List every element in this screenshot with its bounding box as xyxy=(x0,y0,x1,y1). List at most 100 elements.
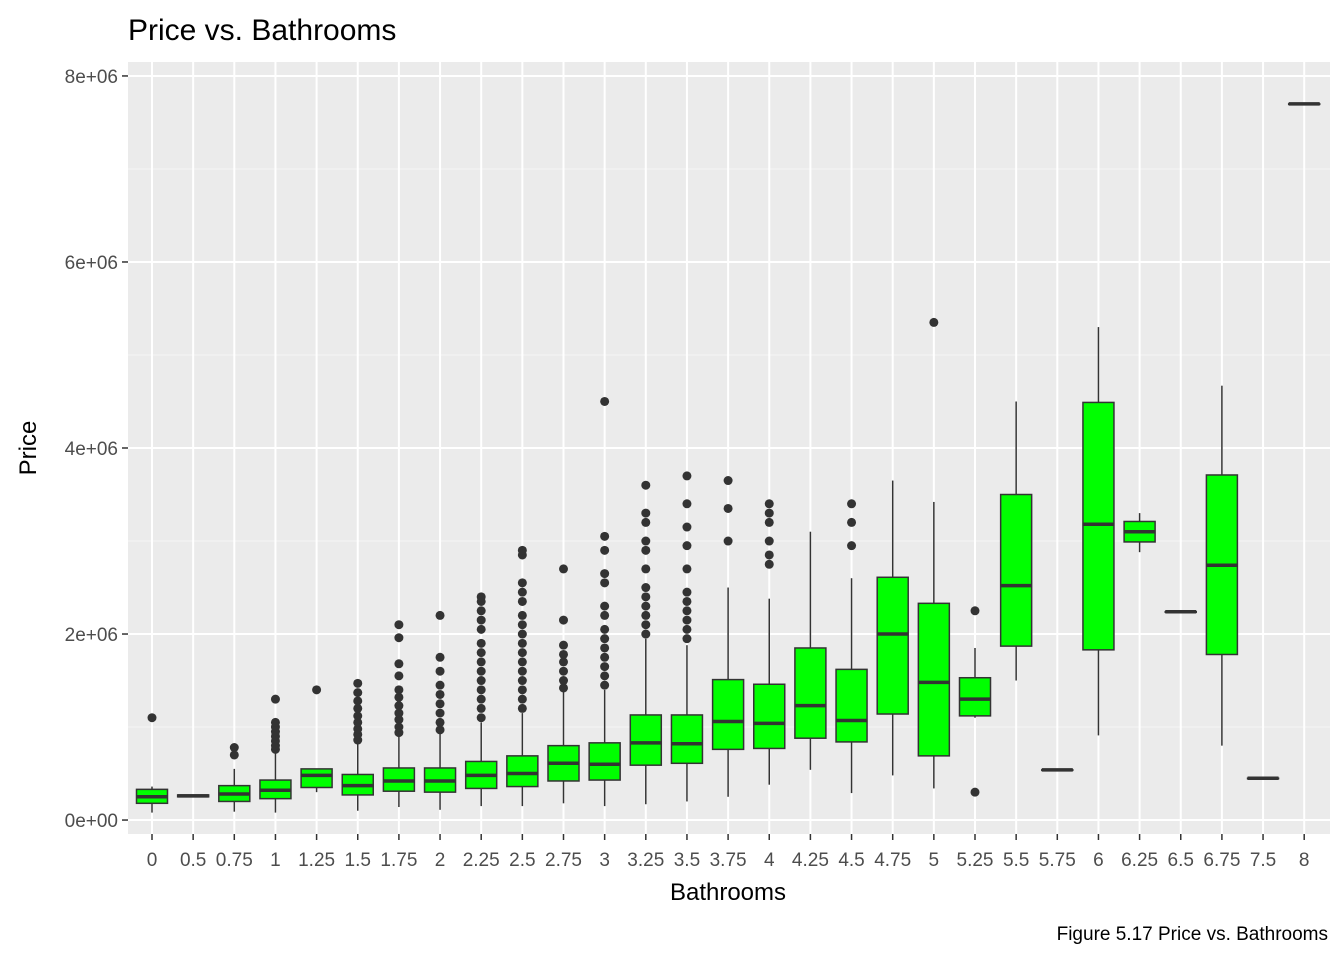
outlier-point xyxy=(641,545,651,555)
outlier-point xyxy=(682,541,692,551)
box-group xyxy=(588,396,621,807)
box-group xyxy=(629,480,663,805)
outlier-point xyxy=(394,692,404,702)
outlier-point xyxy=(517,703,527,713)
outlier-point xyxy=(270,717,280,727)
box-group xyxy=(1287,102,1321,106)
outlier-point xyxy=(970,606,980,616)
outlier-point xyxy=(517,657,527,667)
box-group xyxy=(835,499,868,794)
outlier-point xyxy=(517,620,527,630)
x-tick-label: 2.5 xyxy=(509,850,535,871)
outlier-point xyxy=(847,499,857,509)
x-tick-label: 4.5 xyxy=(838,850,864,871)
outlier-point xyxy=(600,671,610,681)
x-tick-label: 8 xyxy=(1299,850,1310,871)
outlier-point xyxy=(723,503,733,513)
outlier-point xyxy=(641,610,651,620)
box-series xyxy=(135,102,1321,813)
box-iqr xyxy=(670,714,704,765)
box-group xyxy=(464,592,498,807)
outlier-point xyxy=(641,629,651,639)
outlier-point xyxy=(559,640,568,650)
box-group xyxy=(753,499,786,785)
outlier-point xyxy=(353,711,363,721)
x-tick-label: 0 xyxy=(147,850,158,871)
outlier-point xyxy=(517,545,527,555)
outlier-point xyxy=(435,717,445,727)
box-group xyxy=(670,471,704,802)
outlier-point xyxy=(394,685,404,695)
outlier-point xyxy=(229,742,239,752)
outlier-point xyxy=(559,666,568,676)
outlier-point xyxy=(147,713,157,723)
outlier-point xyxy=(559,683,568,693)
x-tick-label: 5.75 xyxy=(1039,850,1076,871)
outlier-point xyxy=(476,606,486,616)
box-group xyxy=(300,685,333,793)
outlier-point xyxy=(394,715,404,725)
outlier-point xyxy=(682,615,692,625)
x-tick-label: 2.75 xyxy=(545,850,582,871)
outlier-point xyxy=(600,634,610,644)
outlier-point xyxy=(270,694,280,704)
box-group xyxy=(917,317,951,789)
outlier-point xyxy=(723,536,733,546)
box-group xyxy=(1123,513,1156,553)
box-iqr xyxy=(876,576,909,715)
outlier-point xyxy=(600,545,610,555)
box-group xyxy=(876,480,909,776)
outlier-point xyxy=(476,638,486,648)
box-group xyxy=(794,531,827,770)
x-tick-label: 3.75 xyxy=(710,850,747,871)
y-tick-label: 0e+00 xyxy=(65,811,118,832)
y-tick-label: 4e+06 xyxy=(65,439,118,460)
box-group xyxy=(176,794,210,798)
x-tick-label: 3.5 xyxy=(674,850,700,871)
outlier-point xyxy=(394,620,404,630)
outlier-point xyxy=(476,624,486,634)
box-iqr xyxy=(711,678,745,751)
box-iqr xyxy=(753,683,786,750)
x-tick-label: 0.75 xyxy=(216,850,253,871)
x-tick-label: 3.25 xyxy=(627,850,664,871)
outlier-point xyxy=(353,696,363,706)
box-group xyxy=(135,713,169,813)
outlier-point xyxy=(353,678,363,688)
outlier-point xyxy=(764,508,774,518)
box-group xyxy=(259,694,292,813)
box-group xyxy=(382,620,416,808)
outlier-point xyxy=(682,587,692,597)
outlier-point xyxy=(517,648,527,658)
outlier-point xyxy=(435,725,445,735)
box-iqr xyxy=(1082,401,1115,651)
x-tick-label: 1 xyxy=(270,850,281,871)
outlier-point xyxy=(682,606,692,616)
outlier-point xyxy=(600,610,610,620)
outlier-point xyxy=(435,652,445,662)
x-tick-label: 7.5 xyxy=(1250,850,1276,871)
outlier-point xyxy=(682,596,692,606)
outlier-point xyxy=(682,499,692,509)
box-iqr xyxy=(794,647,827,739)
outlier-point xyxy=(723,476,733,486)
box-group xyxy=(711,476,745,797)
outlier-point xyxy=(517,610,527,620)
y-tick-label: 2e+06 xyxy=(65,625,118,646)
outlier-point xyxy=(764,517,774,527)
outlier-point xyxy=(435,666,445,676)
box-iqr xyxy=(999,493,1033,647)
outlier-point xyxy=(476,713,486,723)
outlier-point xyxy=(600,643,610,653)
outlier-point xyxy=(682,634,692,644)
x-axis-title: Bathrooms xyxy=(670,879,786,906)
outlier-point xyxy=(641,480,651,490)
box-group xyxy=(958,606,992,797)
outlier-point xyxy=(600,680,610,690)
outlier-point xyxy=(229,750,239,760)
outlier-point xyxy=(435,699,445,709)
box-group xyxy=(1205,385,1239,746)
outlier-point xyxy=(641,517,651,527)
outlier-point xyxy=(435,610,445,620)
outlier-point xyxy=(641,601,651,611)
